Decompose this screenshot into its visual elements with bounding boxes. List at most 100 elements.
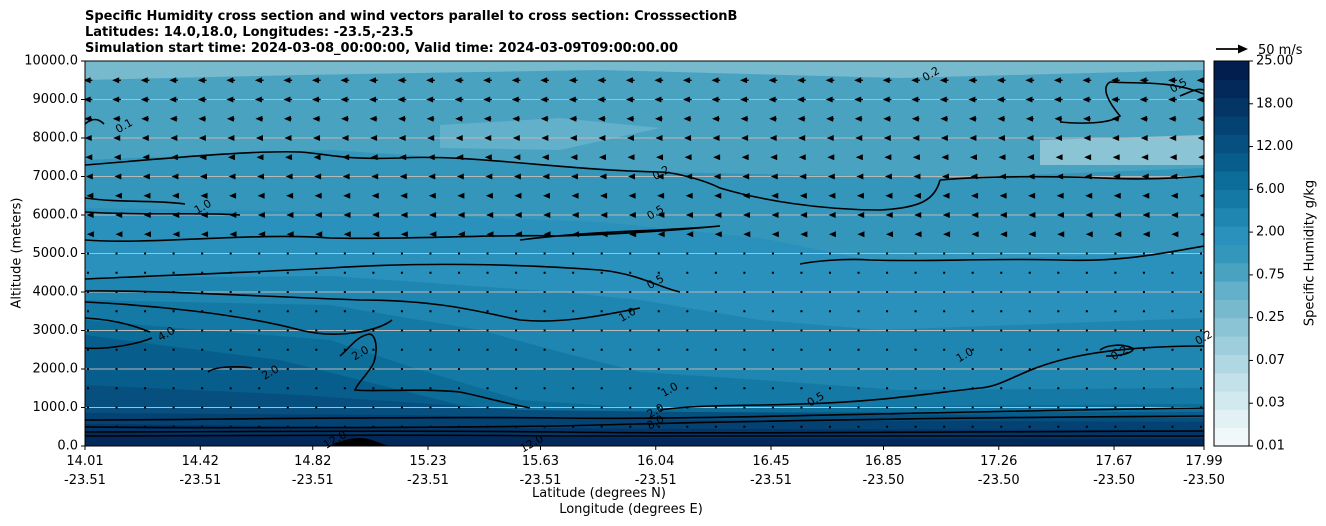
- wind-arrow-dot: [144, 348, 147, 351]
- wind-arrow: [85, 96, 93, 103]
- wind-arrow-head: [682, 77, 690, 84]
- wind-arrow: [800, 291, 803, 293]
- wind-arrow: [886, 348, 889, 351]
- wind-arrow-dot: [87, 387, 89, 390]
- wind-arrow-head: [1197, 135, 1204, 141]
- wind-arrow: [629, 406, 632, 409]
- wind-arrow-head: [454, 96, 462, 103]
- wind-arrow: [971, 252, 974, 255]
- wind-arrow-head: [426, 115, 434, 122]
- wind-arrow: [258, 368, 261, 370]
- wind-arrow: [1000, 406, 1003, 409]
- x-tick-label-lat: 14.01: [66, 454, 103, 469]
- wind-arrow-head: [254, 96, 262, 103]
- wind-arrow-dot: [486, 425, 489, 428]
- wind-arrow: [1200, 329, 1202, 332]
- wind-arrow-head: [397, 77, 405, 84]
- wind-arrow-head: [514, 231, 522, 238]
- wind-arrow-dot: [343, 425, 346, 428]
- wind-arrow-dot: [144, 271, 147, 274]
- wind-arrow-dot: [743, 348, 746, 351]
- wind-arrow-head: [597, 115, 605, 122]
- wind-arrow: [685, 173, 693, 180]
- wind-arrow: [198, 135, 206, 141]
- wind-arrow-head: [882, 77, 890, 84]
- wind-arrow: [971, 425, 974, 428]
- wind-arrow: [857, 291, 860, 293]
- wind-arrow: [286, 310, 289, 313]
- wind-arrow-dot: [1057, 368, 1060, 370]
- wind-arrow-head: [198, 135, 206, 141]
- wind-arrow: [771, 368, 774, 370]
- wind-arrow: [1200, 310, 1202, 313]
- wind-arrow: [712, 135, 720, 141]
- wind-arrow: [371, 192, 379, 199]
- wind-arrow: [886, 329, 889, 332]
- wind-arrow-dot: [315, 425, 318, 428]
- wind-arrow-dot: [1057, 252, 1060, 255]
- wind-arrow: [857, 271, 860, 274]
- wind-arrow-head: [598, 135, 606, 141]
- wind-arrow: [886, 310, 889, 313]
- wind-arrow-dot: [657, 252, 660, 255]
- wind-arrow: [286, 368, 289, 370]
- wind-arrow-head: [569, 135, 577, 141]
- wind-arrow-dot: [543, 406, 546, 409]
- wind-arrow-head: [996, 96, 1004, 103]
- wind-arrow-dot: [458, 310, 460, 313]
- wind-arrow-dot: [629, 310, 632, 313]
- wind-arrow: [629, 329, 632, 332]
- wind-arrow-dot: [372, 271, 375, 274]
- wind-arrow: [1053, 96, 1063, 103]
- wind-arrow: [1142, 368, 1145, 370]
- colorbar-tick-label: 12.00: [1256, 139, 1293, 154]
- wind-arrow: [1085, 212, 1093, 218]
- wind-arrow: [258, 271, 261, 274]
- wind-arrow-head: [856, 192, 864, 199]
- wind-arrow-head: [1056, 173, 1064, 180]
- wind-arrow: [315, 271, 318, 274]
- wind-arrow-head: [1111, 96, 1119, 103]
- wind-arrow: [684, 135, 692, 141]
- wind-arrow: [714, 406, 717, 409]
- wind-arrow: [1000, 425, 1003, 428]
- wind-arrow-dot: [886, 271, 889, 274]
- wind-arrow-head: [343, 212, 351, 218]
- wind-arrow: [372, 291, 375, 293]
- wind-arrow-head: [540, 77, 548, 84]
- wind-arrow-head: [625, 96, 633, 103]
- wind-arrow: [542, 173, 550, 180]
- wind-arrow-dot: [800, 271, 803, 274]
- wind-arrow: [486, 348, 489, 351]
- wind-arrow-dot: [515, 271, 518, 274]
- wind-arrow-head: [427, 135, 435, 141]
- wind-arrow-dot: [857, 406, 860, 409]
- wind-arrow: [886, 291, 889, 293]
- wind-arrow: [1114, 310, 1117, 313]
- title-line-1: Specific Humidity cross section and wind…: [85, 9, 738, 24]
- wind-arrow-dot: [258, 291, 261, 293]
- wind-arrow: [826, 115, 834, 122]
- wind-arrow-dot: [486, 252, 489, 255]
- wind-arrow: [829, 348, 831, 351]
- wind-arrow-head: [143, 231, 151, 238]
- wind-arrow-dot: [172, 252, 175, 255]
- wind-arrow-dot: [1028, 425, 1031, 428]
- wind-arrow-dot: [400, 329, 403, 332]
- wind-arrow: [570, 173, 578, 180]
- wind-arrow-head: [456, 154, 464, 161]
- wind-arrow-dot: [1085, 368, 1088, 370]
- wind-arrow-head: [286, 192, 294, 199]
- wind-arrow-dot: [87, 406, 89, 409]
- wind-arrow-dot: [629, 329, 632, 332]
- wind-arrow-head: [457, 231, 465, 238]
- wind-arrow: [628, 173, 636, 180]
- wind-arrow: [685, 192, 693, 199]
- wind-arrow: [1142, 387, 1145, 390]
- wind-arrow: [1200, 368, 1202, 370]
- wind-arrow-head: [370, 135, 378, 141]
- colorbar-tick-label: 0.01: [1256, 439, 1285, 454]
- wind-arrow-dot: [600, 387, 603, 390]
- wind-arrow: [1142, 406, 1145, 409]
- wind-arrow-head: [657, 192, 665, 199]
